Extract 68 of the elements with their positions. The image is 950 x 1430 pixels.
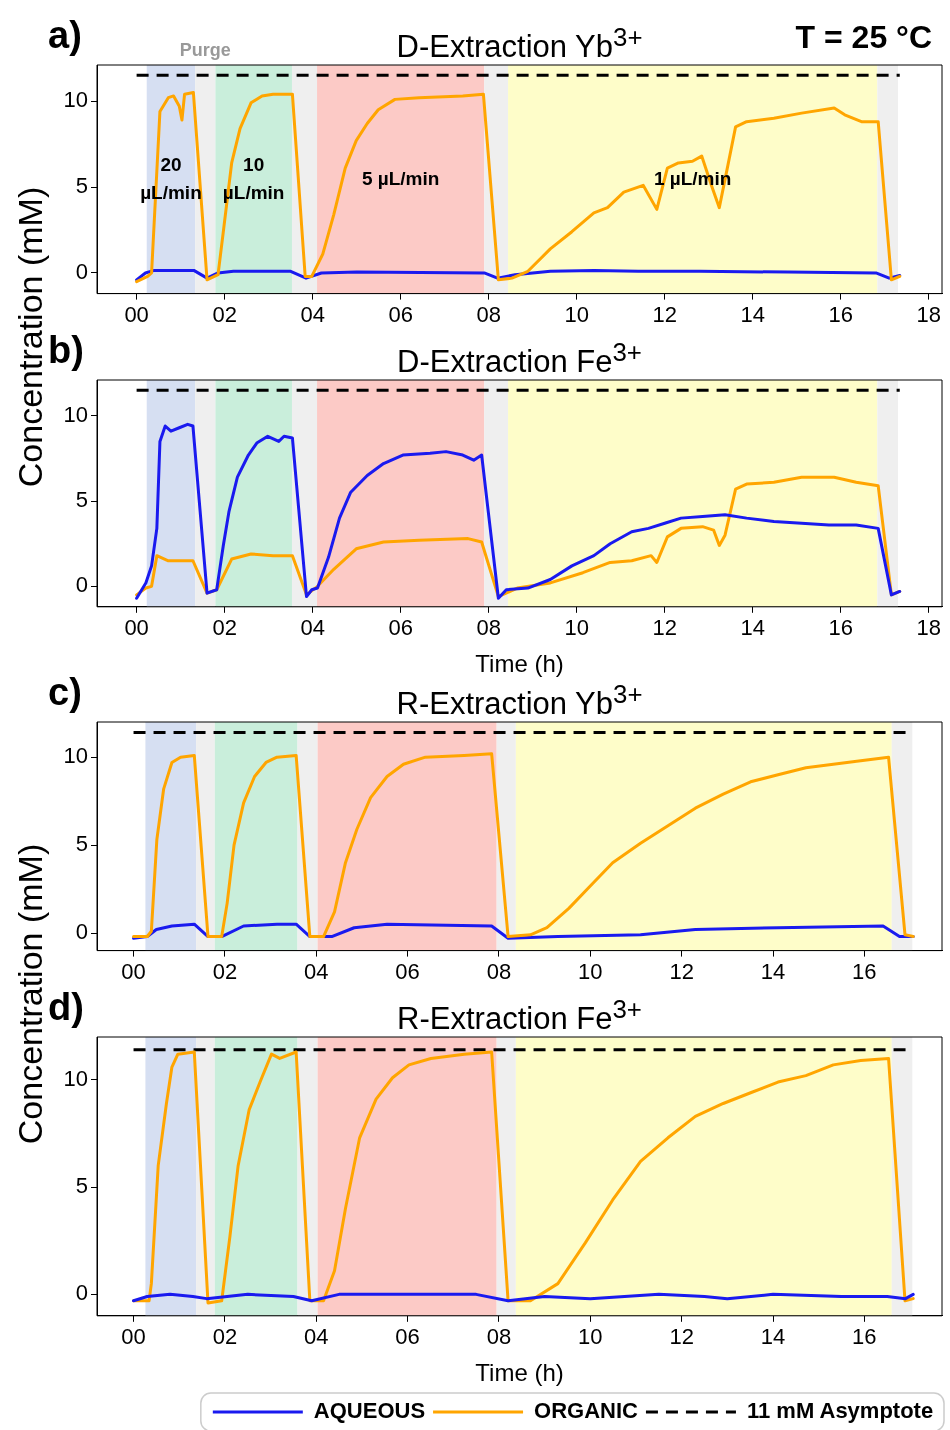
y-tick-label: 5 [75,831,88,857]
text: d) [48,985,84,1029]
y-tick-label: 5 [75,173,88,199]
y-tick-label: 10 [63,743,88,769]
x-tick-label: 16 [828,301,854,327]
y-tick-label: 10 [63,401,88,427]
x-tick-label: 04 [300,615,325,641]
x-tick-label: 04 [300,301,325,327]
text: b) [48,328,84,372]
y-tick-label: 0 [75,1280,88,1306]
x-tick-label: 08 [486,958,512,984]
x-tick-label: 14 [760,958,786,984]
y-tick-label: 10 [63,1065,88,1091]
x-tick-label: 10 [578,1324,603,1350]
legend-label: AQUEOUS [313,1398,426,1424]
x-tick-label: 00 [121,958,146,984]
x-tick-label: 08 [476,615,501,641]
chart-title: D-Extraction Fe$^{3+}$ [396,337,643,382]
y-tick-label: 0 [75,572,88,598]
x-tick-label: 06 [388,615,413,641]
legend-label: ORGANIC [534,1398,639,1424]
band-label: 5 µL/min [361,167,440,189]
x-tick-label: 02 [212,1324,238,1350]
x-tick-label: 16 [852,958,877,984]
y-tick-label: 10 [63,87,88,113]
x-tick-label: 06 [395,958,420,984]
x-tick-label: 02 [212,615,237,641]
x-tick-label: 12 [652,615,677,641]
y-tick-label: 5 [75,1173,88,1199]
text: T = 25 °C [795,18,932,57]
chart-title: D-Extraction Yb$^{3+}$ [396,23,643,65]
x-tick-label: 14 [740,301,765,327]
x-tick-label: 12 [669,958,694,984]
x-tick-label: 14 [760,1324,786,1350]
x-tick-label: 04 [304,1324,329,1350]
y-tick-label: 0 [75,919,88,945]
x-tick-label: 18 [916,615,942,641]
y-tick-label: 5 [75,487,88,513]
x-tick-label: 00 [121,1324,146,1350]
x-tick-label: 10 [564,615,589,641]
text: a) [48,13,82,57]
x-tick-label: 08 [486,1324,512,1350]
x-tick-label: 02 [212,958,238,984]
text: c) [48,670,82,714]
x-tick-label: 10 [578,958,603,984]
y-tick-label: 0 [75,259,88,285]
x-tick-label: 02 [212,301,237,327]
x-tick-label: 06 [395,1324,420,1350]
x-tick-label: 12 [652,301,677,327]
x-tick-label: 00 [124,301,149,327]
x-axis-title: Time (h) [475,1359,564,1387]
x-tick-label: 00 [124,615,149,641]
x-axis-title: Time (h) [475,650,564,678]
x-tick-label: 10 [564,301,589,327]
x-tick-label: 12 [669,1324,694,1350]
band-label: Purge [179,39,231,60]
y-axis-title: Concentration (mM) [11,186,49,488]
chart-title: R-Extraction Fe$^{3+}$ [396,994,643,1039]
x-tick-label: 04 [304,958,329,984]
x-tick-label: 16 [828,615,854,641]
x-tick-label: 18 [916,301,942,327]
chart-title: R-Extraction Yb$^{3+}$ [396,680,643,722]
x-tick-label: 08 [476,301,501,327]
y-axis-title: Concentration (mM) [11,843,49,1145]
x-tick-label: 16 [852,1324,877,1350]
x-tick-label: 06 [388,301,413,327]
x-tick-label: 14 [740,615,765,641]
legend-label: 11 mM Asymptote [746,1398,934,1424]
